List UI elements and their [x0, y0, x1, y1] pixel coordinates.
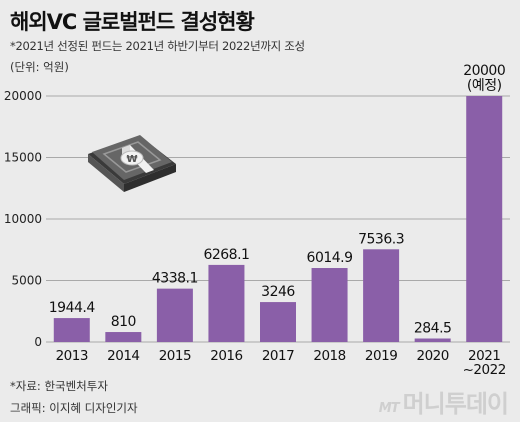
- watermark-mt: MT: [378, 401, 400, 416]
- x-tick-label: 2015: [159, 348, 191, 364]
- data-label: 810: [111, 314, 136, 330]
- graphic-credit: 그래픽: 이지혜 디자인기자: [10, 401, 138, 415]
- bar: [466, 96, 503, 342]
- x-tick-label: ~2022: [463, 362, 506, 378]
- x-tick-label: 2013: [56, 348, 88, 364]
- bar: [53, 318, 90, 342]
- data-label: 7536.3: [358, 231, 404, 247]
- data-label: (예정): [467, 78, 502, 94]
- data-label: 284.5: [414, 321, 452, 337]
- bar: [363, 249, 400, 342]
- data-label: 6014.9: [307, 250, 353, 266]
- data-label: 4338.1: [152, 271, 198, 287]
- y-tick-label: 20000: [4, 89, 42, 103]
- bar: [311, 268, 348, 342]
- chart-title: 해외VC 글로벌펀드 결성현황: [10, 10, 255, 34]
- data-label: 6268.1: [203, 247, 249, 263]
- x-tick-label: 2020: [416, 348, 448, 364]
- watermark-name: 머니투데이: [402, 390, 509, 418]
- data-label: 1944.4: [49, 300, 96, 316]
- data-label: 3246: [261, 284, 295, 300]
- x-tick-label: 2019: [365, 348, 397, 364]
- data-label: 20000: [463, 63, 505, 79]
- x-tick-label: 2014: [107, 348, 139, 364]
- bar: [156, 288, 193, 342]
- bar: [414, 338, 451, 342]
- source-note: *자료: 한국벤처투자: [10, 379, 108, 393]
- unit-label: (단위: 억원): [10, 60, 69, 74]
- y-tick-label: 10000: [4, 212, 42, 226]
- y-tick-label: 15000: [4, 151, 42, 165]
- y-tick-label: 0: [34, 335, 42, 349]
- watermark-logo: MT 머니투데이: [378, 384, 509, 419]
- x-tick-label: 2017: [262, 348, 294, 364]
- x-tick-label: 2016: [210, 348, 242, 364]
- chart-subtitle: *2021년 선정된 펀드는 2021년 하반기부터 2022년까지 조성: [10, 39, 305, 53]
- svg-text:₩: ₩: [126, 154, 137, 165]
- x-tick-label: 2021: [468, 348, 500, 364]
- x-tick-label: 2018: [313, 348, 345, 364]
- bar: [105, 332, 142, 342]
- y-tick-label: 5000: [11, 274, 42, 288]
- bar: [208, 264, 245, 342]
- money-stack-icon: ₩: [88, 135, 176, 192]
- bar: [260, 302, 296, 342]
